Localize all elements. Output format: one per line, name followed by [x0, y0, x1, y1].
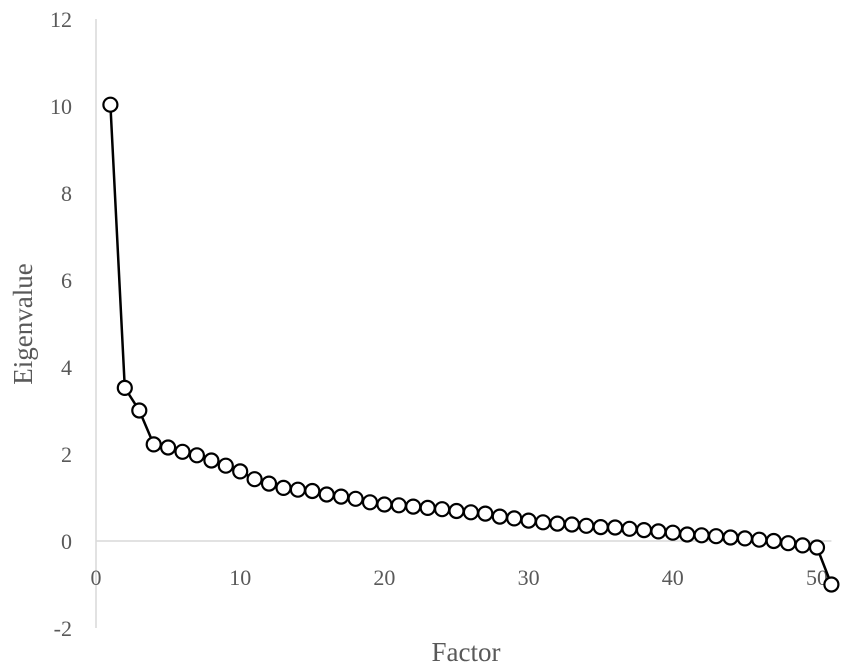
x-axis-title: Factor — [432, 637, 501, 667]
data-point — [390, 497, 407, 514]
axes — [95, 19, 832, 628]
tick-labels: -2 0 2 4 6 8 10 12 0 10 20 30 40 50 — [50, 7, 828, 641]
data-point — [102, 96, 119, 113]
y-tick-label: 8 — [61, 181, 72, 206]
data-point — [765, 532, 782, 550]
data-point — [534, 514, 552, 531]
data-point — [260, 475, 278, 492]
data-point — [275, 479, 292, 496]
data-point — [116, 379, 133, 396]
data-point — [304, 482, 321, 500]
data-point — [361, 494, 379, 511]
data-point — [549, 515, 566, 532]
data-point — [780, 535, 797, 552]
data-point — [693, 527, 710, 544]
data-point — [376, 496, 393, 513]
data-point — [174, 443, 191, 460]
data-point — [203, 452, 220, 469]
y-tick-label: 6 — [61, 268, 72, 293]
data-point — [722, 529, 739, 546]
data-point — [621, 520, 638, 537]
y-tick-label: 0 — [61, 529, 72, 554]
data-point — [520, 512, 537, 529]
data-point — [145, 436, 162, 453]
data-point — [736, 530, 754, 547]
data-point — [462, 504, 479, 521]
data-point — [131, 402, 148, 419]
y-tick-label: 4 — [61, 355, 72, 380]
x-tick-label: 40 — [662, 565, 684, 590]
x-tick-label: 0 — [91, 565, 102, 590]
data-point — [434, 501, 451, 518]
data-point — [808, 539, 826, 556]
data-point — [419, 499, 436, 516]
x-tick-label: 20 — [373, 565, 395, 590]
data-points — [102, 96, 840, 593]
data-point — [333, 488, 350, 505]
y-axis-title: Eigenvalue — [8, 263, 38, 384]
data-point — [635, 521, 653, 539]
x-tick-label: 10 — [229, 565, 251, 590]
data-point — [578, 517, 595, 534]
data-point — [477, 505, 494, 522]
data-point — [794, 537, 811, 554]
data-point — [707, 528, 725, 545]
data-point — [606, 519, 624, 536]
x-tick-label: 50 — [806, 565, 828, 590]
data-point — [405, 498, 422, 515]
data-point — [246, 471, 263, 488]
y-tick-label: -2 — [54, 616, 72, 641]
data-point — [664, 524, 681, 541]
data-point — [679, 526, 696, 543]
data-point — [491, 508, 508, 525]
data-point — [188, 447, 205, 464]
data-point — [563, 516, 581, 533]
data-point — [318, 486, 335, 503]
y-tick-label: 2 — [61, 442, 72, 467]
data-point — [751, 531, 768, 548]
data-point — [232, 463, 249, 480]
data-point — [592, 518, 609, 536]
data-point — [650, 523, 667, 540]
x-tick-label: 30 — [518, 565, 540, 590]
data-point — [160, 439, 177, 456]
y-tick-label: 12 — [50, 7, 72, 32]
data-point — [347, 490, 364, 507]
data-point — [823, 576, 840, 593]
data-point — [506, 510, 523, 527]
data-point — [289, 481, 306, 498]
data-point — [217, 457, 234, 474]
y-tick-label: 10 — [50, 94, 72, 119]
data-point — [448, 502, 465, 520]
